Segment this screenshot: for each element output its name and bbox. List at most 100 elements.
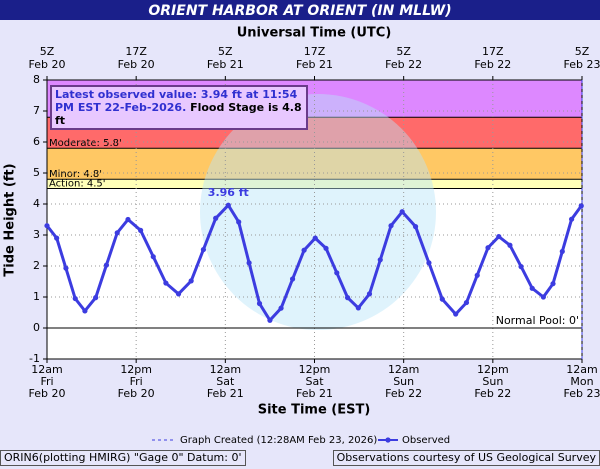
x-tick-label: 12am xyxy=(31,363,62,376)
x-tick-label: Feb 20 xyxy=(29,387,66,400)
x-axis-label: Site Time (EST) xyxy=(258,403,371,418)
x-tick-label: Sat xyxy=(305,375,324,388)
series-point xyxy=(188,278,194,284)
series-point xyxy=(366,291,373,297)
y-tick-label: 5 xyxy=(33,166,40,179)
x-tick-label: 12am xyxy=(210,363,241,376)
series-point xyxy=(312,235,318,241)
series-point xyxy=(439,296,445,302)
x-tick-label: 12pm xyxy=(120,363,152,376)
series-point xyxy=(200,246,207,253)
series-point xyxy=(388,223,394,229)
series-point xyxy=(150,254,156,260)
series-point xyxy=(507,242,513,248)
x2-tick-label: 5Z xyxy=(575,45,590,58)
y-tick-label: 8 xyxy=(33,73,40,86)
series-point xyxy=(578,203,584,209)
y-tick-label: 6 xyxy=(33,135,40,148)
series-point xyxy=(453,311,459,317)
x2-tick-label: Feb 23 xyxy=(564,58,600,71)
x-tick-label: Feb 20 xyxy=(118,387,155,400)
series-point xyxy=(377,257,383,263)
series-point xyxy=(518,264,524,270)
flood-band xyxy=(47,148,582,180)
x-tick-label: Feb 21 xyxy=(207,387,244,400)
series-point xyxy=(559,248,565,255)
series-point xyxy=(163,280,169,286)
y-tick-label: 3 xyxy=(33,228,40,241)
flood-band xyxy=(47,179,582,189)
series-point xyxy=(256,300,263,307)
latest-note: Latest observed value: 3.94 ft at 11:54 … xyxy=(50,85,308,130)
series-point xyxy=(550,281,556,287)
series-point xyxy=(412,224,419,230)
series-point xyxy=(175,291,182,297)
series-point xyxy=(496,233,502,240)
series-point xyxy=(426,260,432,266)
x-tick-label: Sat xyxy=(216,375,235,388)
x-tick-label: 12pm xyxy=(299,363,331,376)
series-point xyxy=(289,276,296,282)
series-point xyxy=(93,295,99,301)
series-point xyxy=(355,305,361,311)
x2-tick-label: Feb 21 xyxy=(296,58,333,71)
footer-left: ORIN6(plotting HMIRG) "Gage 0" Datum: 0' xyxy=(0,450,246,466)
x-tick-label: Feb 23 xyxy=(564,387,600,400)
series-point xyxy=(114,230,120,236)
series-point xyxy=(246,260,252,266)
series-point xyxy=(301,247,307,253)
series-point xyxy=(236,219,242,225)
y-tick-label: 1 xyxy=(33,290,40,303)
footer-right: Observations courtesy of US Geological S… xyxy=(332,450,600,466)
chart-title: ORIENT HARBOR AT ORIENT (IN MLLW) xyxy=(148,3,451,19)
x2-tick-label: 17Z xyxy=(304,45,326,58)
series-point xyxy=(54,235,60,241)
legend-observed: Observed xyxy=(402,435,450,446)
x-tick-label: Fri xyxy=(130,375,143,388)
latest-text: Latest observed value: 3.94 ft at 11:54 … xyxy=(55,88,298,114)
y-tick-label: 2 xyxy=(33,259,40,272)
series-point xyxy=(63,265,69,271)
x-tick-label: Feb 22 xyxy=(474,387,511,400)
x-tick-label: 12am xyxy=(388,363,419,376)
series-point xyxy=(529,285,535,291)
peak-label: 3.96 ft xyxy=(208,186,249,199)
x-tick-label: Feb 21 xyxy=(296,387,333,400)
series-point xyxy=(399,209,405,215)
y-tick-label: 0 xyxy=(33,321,40,334)
y-tick-label: -1 xyxy=(29,352,40,365)
x2-tick-label: 5Z xyxy=(218,45,233,58)
series-point xyxy=(540,294,546,300)
series-point xyxy=(225,202,231,208)
series-point xyxy=(323,245,329,251)
x2-tick-label: Feb 20 xyxy=(118,58,155,71)
x2-tick-label: 17Z xyxy=(125,45,147,58)
series-point xyxy=(344,295,351,301)
y-tick-label: 7 xyxy=(33,104,40,117)
x2-tick-label: Feb 22 xyxy=(474,58,511,71)
x-tick-label: Mon xyxy=(570,375,593,388)
x-tick-label: Sun xyxy=(482,375,503,388)
x2-tick-label: Feb 21 xyxy=(207,58,244,71)
x2-tick-label: Feb 20 xyxy=(29,58,66,71)
series-point xyxy=(463,299,470,306)
series-point xyxy=(82,308,88,314)
series-point xyxy=(213,215,219,221)
x-tick-label: Fri xyxy=(40,375,53,388)
x2-axis-label: Universal Time (UTC) xyxy=(237,26,392,41)
series-point xyxy=(474,272,480,278)
series-point xyxy=(72,295,78,302)
series-point xyxy=(334,270,340,276)
x2-tick-label: 5Z xyxy=(40,45,55,58)
x-tick-label: Sun xyxy=(393,375,414,388)
x2-tick-label: 5Z xyxy=(396,45,411,58)
x-tick-label: 12am xyxy=(566,363,597,376)
series-point xyxy=(44,223,50,229)
series-point xyxy=(267,317,273,323)
series-point xyxy=(138,227,144,233)
x2-tick-label: 17Z xyxy=(482,45,504,58)
normal-pool-label: Normal Pool: 0' xyxy=(496,314,579,327)
x-tick-label: Feb 22 xyxy=(385,387,422,400)
